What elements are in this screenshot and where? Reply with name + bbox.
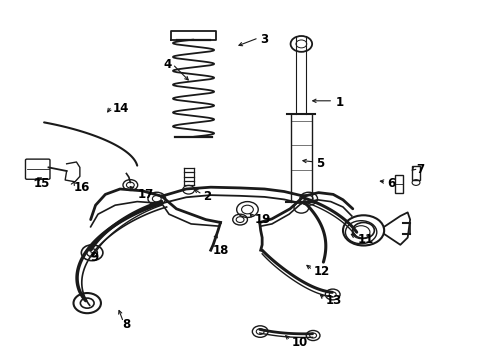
Text: 8: 8 [122,318,131,330]
Text: 15: 15 [33,177,49,190]
Text: 13: 13 [326,294,342,307]
Text: 1: 1 [336,96,344,109]
Bar [412,166,420,180]
Text: 6: 6 [387,177,395,190]
Text: 16: 16 [74,181,90,194]
Text: 10: 10 [292,336,308,348]
Text: 18: 18 [213,244,229,257]
Text: 11: 11 [358,233,374,246]
Text: 7: 7 [416,163,425,176]
Text: 5: 5 [316,157,324,170]
Text: 3: 3 [260,33,268,46]
Text: 17: 17 [137,188,153,201]
Bar [395,175,403,193]
Text: 12: 12 [314,265,330,278]
Text: 9: 9 [91,251,99,264]
Text: 19: 19 [255,213,271,226]
Text: 2: 2 [203,190,212,203]
FancyBboxPatch shape [25,159,50,179]
Text: 4: 4 [163,58,172,71]
Text: 14: 14 [113,102,129,114]
